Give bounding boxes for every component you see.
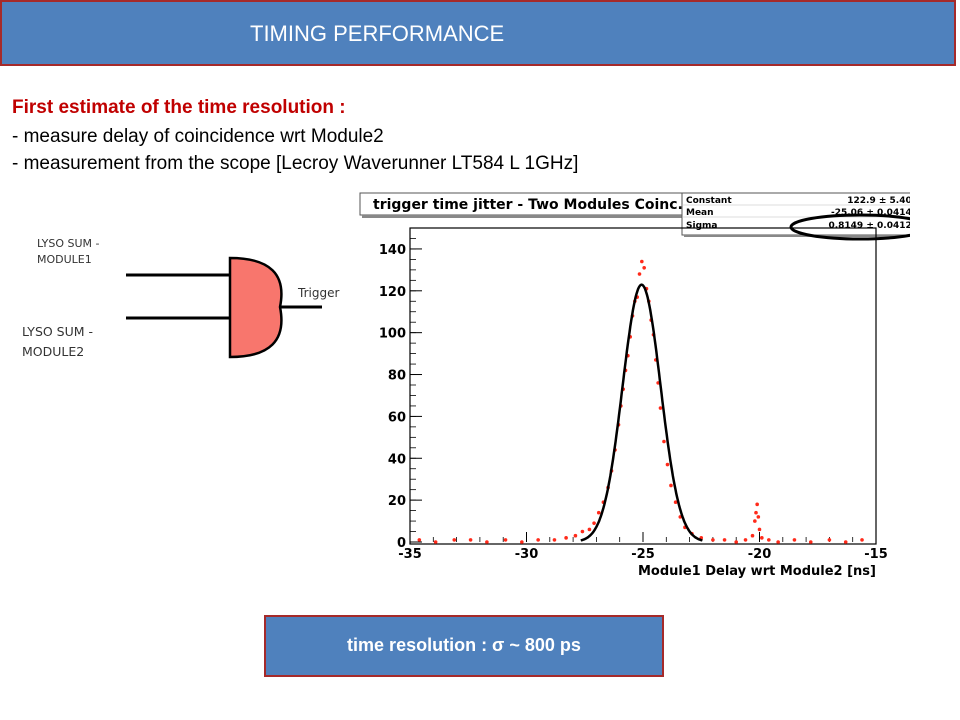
data-point (860, 538, 864, 542)
data-point (827, 538, 832, 542)
stats-box-shadow (684, 235, 910, 237)
x-tick-label: -25 (631, 547, 655, 562)
data-point (711, 538, 715, 542)
data-point (662, 439, 666, 444)
data-point (757, 527, 762, 532)
y-tick-label: 60 (388, 410, 406, 425)
data-point (754, 510, 758, 515)
intro-bullet: - measurement from the scope [Lecroy Wav… (12, 153, 579, 174)
x-axis-label: Module1 Delay wrt Module2 [ns] (638, 564, 876, 579)
data-point (756, 515, 761, 519)
y-tick-label: 0 (397, 536, 406, 551)
data-point (580, 529, 585, 534)
data-point (468, 538, 473, 542)
data-point (808, 540, 813, 544)
page-title: TIMING PERFORMANCE (250, 21, 505, 46)
data-points (417, 259, 864, 544)
input1-label: LYSO SUM - MODULE1 (37, 236, 100, 268)
and-gate-schematic (126, 256, 322, 359)
data-point (452, 538, 457, 542)
y-tick-label: 120 (379, 285, 406, 300)
data-point (587, 527, 592, 532)
data-point (743, 538, 748, 542)
data-point (665, 462, 670, 467)
data-point (776, 540, 780, 544)
result-text: time resolution : σ ~ 800 ps (347, 635, 581, 655)
x-tick-label: -20 (748, 547, 772, 562)
y-tick-label: 20 (388, 494, 406, 509)
data-point (792, 538, 797, 542)
data-point (642, 265, 646, 270)
header-bar: TIMING PERFORMANCE (0, 0, 956, 66)
data-point (843, 540, 848, 544)
stats-label-mean: Mean (686, 208, 714, 218)
and-gate-body (228, 256, 283, 359)
y-tick-label: 80 (388, 369, 406, 384)
data-point (592, 521, 596, 525)
y-tick-label: 40 (388, 452, 406, 467)
data-point (573, 533, 578, 538)
data-point (669, 483, 673, 488)
y-tick-label: 140 (379, 243, 406, 258)
input2-label-line1: LYSO SUM - (22, 324, 94, 339)
data-point (734, 540, 738, 544)
chart-title: trigger time jitter - Two Modules Coinc. (373, 197, 683, 213)
data-point (503, 538, 508, 542)
x-tick-label: -15 (864, 547, 888, 562)
intro-heading: First estimate of the time resolution : (12, 97, 346, 118)
stats-label-constant: Constant (686, 196, 732, 206)
x-tick-label: -35 (398, 547, 422, 562)
data-point (760, 536, 764, 540)
data-point (750, 533, 755, 538)
y-tick-label: 100 (379, 327, 406, 342)
stats-value-mean: -25.06 ± 0.04149 (831, 208, 910, 218)
data-point (520, 540, 524, 544)
timing-histogram: trigger time jitter - Two Modules Coinc.… (359, 192, 910, 579)
sigma-highlight-ellipse (789, 213, 910, 241)
data-point (753, 519, 757, 523)
data-point (637, 272, 642, 276)
data-point (536, 538, 540, 542)
data-point (658, 406, 663, 410)
chart-title-shadow (362, 215, 698, 218)
data-point (673, 500, 678, 505)
x-tick-label: -30 (515, 547, 539, 562)
data-point (755, 502, 759, 507)
data-point (417, 538, 422, 542)
input1-label-line2: MODULE1 (37, 253, 92, 266)
input2-label: LYSO SUM - MODULE2 (22, 322, 93, 362)
result-box: time resolution : σ ~ 800 ps (264, 615, 664, 677)
data-point (640, 259, 644, 264)
data-point (722, 538, 727, 542)
stats-value-sigma: 0.8149 ± 0.04123 (828, 221, 910, 231)
stats-label-sigma: Sigma (686, 221, 717, 231)
axes: -35 -30 -25 -20 -15 0 20 40 60 80 100 120 140 (379, 227, 888, 562)
data-point (552, 538, 557, 542)
data-point (596, 510, 601, 515)
data-point (767, 538, 771, 542)
input2-label-line2: MODULE2 (22, 344, 85, 359)
gaussian-fit-curve (580, 283, 703, 542)
intro-bullet: - measure delay of coincidence wrt Modul… (12, 126, 384, 147)
trigger-label: Trigger (298, 286, 340, 300)
data-point (564, 536, 568, 540)
data-point (485, 540, 489, 544)
data-point (433, 540, 438, 544)
stats-value-constant: 122.9 ± 5.409 (847, 196, 910, 206)
input1-label-line1: LYSO SUM - (37, 237, 100, 250)
plot-frame (409, 227, 877, 545)
